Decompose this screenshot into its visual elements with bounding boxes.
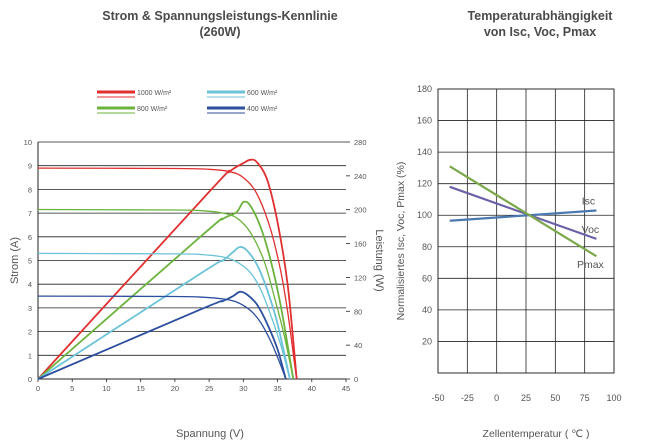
right-y-tick-label: 180 [417, 84, 432, 94]
series-400-current-line [37, 295, 287, 380]
left-y2-tick-label: 80 [354, 307, 362, 316]
left-y-tick-label: 6 [28, 233, 32, 242]
left-x-tick-label: 0 [36, 384, 40, 393]
left-x-tick-label: 35 [273, 384, 281, 393]
right-x-tick-label: 50 [550, 393, 560, 403]
left-y-tick-label: 8 [28, 185, 32, 194]
left-y-axis-label: Strom (A) [9, 237, 21, 284]
left-y-tick-label: 7 [28, 209, 32, 218]
right-y-tick-label: 160 [417, 116, 432, 126]
right-y-tick-label: 100 [417, 210, 432, 220]
series-600-power-line [37, 246, 291, 380]
left-x-tick-label: 5 [70, 384, 74, 393]
left-y-tick-label: 1 [28, 351, 32, 360]
left-x-tick-label: 40 [308, 384, 316, 393]
left-chart-title-line2: (260W) [199, 25, 241, 39]
left-x-tick-label: 45 [342, 384, 350, 393]
right-x-tick-label: 0 [494, 393, 499, 403]
right-x-tick-label: 100 [606, 393, 621, 403]
series-pmax-line [449, 165, 597, 258]
left-y2-tick-label: 120 [354, 273, 367, 282]
right-y-tick-label: 140 [417, 147, 432, 157]
series-800-current-line [37, 208, 294, 380]
left-x-axis-label: Spannung (V) [176, 428, 244, 440]
left-x-tick-label: 30 [239, 384, 247, 393]
series-800-power-line [37, 200, 295, 380]
right-chart-title: Temperaturabhängigkeit von Isc, Voc, Pma… [430, 8, 650, 40]
left-y2-tick-label: 160 [354, 240, 367, 249]
left-chart-title-line1: Strom & Spannungsleistungs-Kennlinie [102, 9, 338, 23]
right-y-tick-label: 20 [422, 336, 432, 346]
left-chart-title: Strom & Spannungsleistungs-Kennlinie (26… [60, 8, 380, 40]
series-pmax-label: Pmax [577, 259, 605, 271]
right-x-axis-label: Zellentemperatur ( ℃ ) [483, 428, 590, 440]
left-y-tick-label: 2 [28, 328, 32, 337]
left-y-tick-label: 3 [28, 304, 32, 313]
right-x-tick-label: -50 [431, 393, 444, 403]
left-y-tick-label: 10 [24, 138, 32, 147]
series-isc-line [449, 209, 597, 222]
right-plot-frame [437, 88, 615, 374]
left-y-tick-label: 4 [28, 280, 32, 289]
series-isc-label: Isc [582, 195, 595, 207]
left-x-tick-label: 25 [205, 384, 213, 393]
left-x-tick-label: 20 [171, 384, 179, 393]
right-x-tick-label: 25 [521, 393, 531, 403]
right-y-tick-label: 80 [422, 242, 432, 252]
series-600-current-line [37, 252, 291, 380]
left-y-tick-label: 9 [28, 162, 32, 171]
legend-label-600: 600 W/m² [247, 90, 278, 97]
series-voc-line [449, 185, 597, 240]
left-x-tick-label: 15 [136, 384, 144, 393]
left-y2-tick-label: 240 [354, 172, 367, 181]
series-1000-current-line [37, 167, 298, 380]
right-chart-title-line2: von Isc, Voc, Pmax [483, 25, 597, 39]
series-voc-label: Voc [582, 224, 600, 236]
right-chart-title-line1: Temperaturabhängigkeit [467, 9, 613, 23]
left-y-tick-label: 0 [28, 375, 32, 384]
series-400-power-line [37, 290, 287, 380]
legend-label-800: 800 W/m² [137, 106, 168, 113]
right-y-tick-label: 120 [417, 179, 432, 189]
right-x-tick-label: -25 [461, 393, 474, 403]
left-y2-axis-label: Leistung (W) [373, 229, 385, 291]
right-x-tick-label: 75 [580, 393, 590, 403]
left-x-tick-label: 10 [102, 384, 110, 393]
left-y-tick-label: 5 [28, 257, 32, 266]
series-1000-power-line [37, 158, 298, 380]
right-y-axis-label: Normalisiertes Isc, Voc, Pmax (%) [395, 162, 407, 321]
left-y2-tick-label: 0 [354, 375, 358, 384]
left-y2-tick-label: 40 [354, 341, 362, 350]
legend-label-400: 400 W/m² [247, 106, 278, 113]
left-y2-tick-label: 280 [354, 138, 367, 147]
left-y2-tick-label: 200 [354, 206, 367, 215]
right-y-tick-label: 60 [422, 273, 432, 283]
right-y-tick-label: 40 [422, 305, 432, 315]
legend-label-1000: 1000 W/m² [137, 90, 172, 97]
